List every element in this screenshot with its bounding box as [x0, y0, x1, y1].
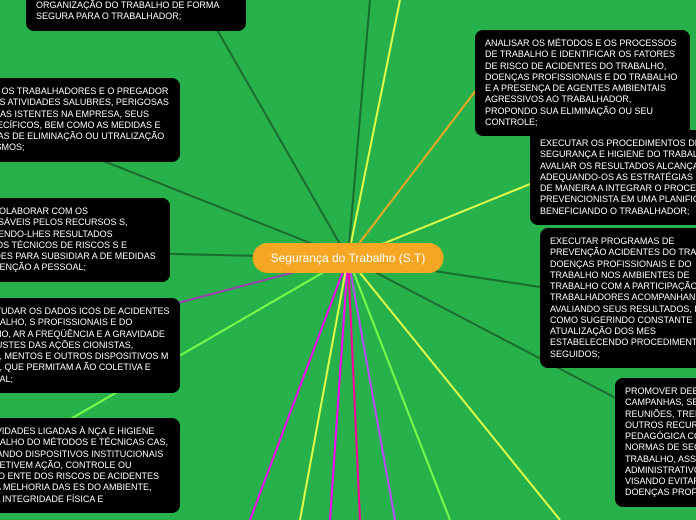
leaf-executar-proc[interactable]: EXECUTAR OS PROCEDIMENTOS DE SEGURANÇA E… — [530, 130, 696, 225]
leaf-colaborar[interactable]: R-SE E COLABORAR COM OS RESPONSÁVEIS PEL… — [0, 198, 170, 282]
leaf-executar-prog[interactable]: EXECUTAR PROGRAMAS DE PREVENÇÃO ACIDENTE… — [540, 228, 696, 368]
leaf-atividades[interactable]: R AS ATIVIDADES LIGADAS À NÇA E HIGIENE … — [0, 418, 180, 513]
leaf-analisar[interactable]: ANALISAR OS MÉTODOS E OS PROCESSOS DE TR… — [475, 30, 690, 136]
leaf-promover[interactable]: PROMOVER DEBATES CAMPANHAS, SEMIN REUNIÕ… — [615, 378, 696, 507]
center-node[interactable]: Segurança do Trabalho (S.T) — [253, 243, 444, 273]
leaf-estudar[interactable]: AR E ESTUDAR OS DADOS ICOS DE ACIDENTES … — [0, 298, 180, 393]
leaf-informar[interactable]: FORMAR OS TRABALHADORES E O PREGADOR SOB… — [0, 78, 180, 162]
leaf-org[interactable]: ORGANIZAÇÃO DO TRABALHO DE FORMA SEGURA … — [26, 0, 246, 31]
mindmap-canvas: Segurança do Trabalho (S.T) ORGANIZAÇÃO … — [0, 0, 696, 520]
